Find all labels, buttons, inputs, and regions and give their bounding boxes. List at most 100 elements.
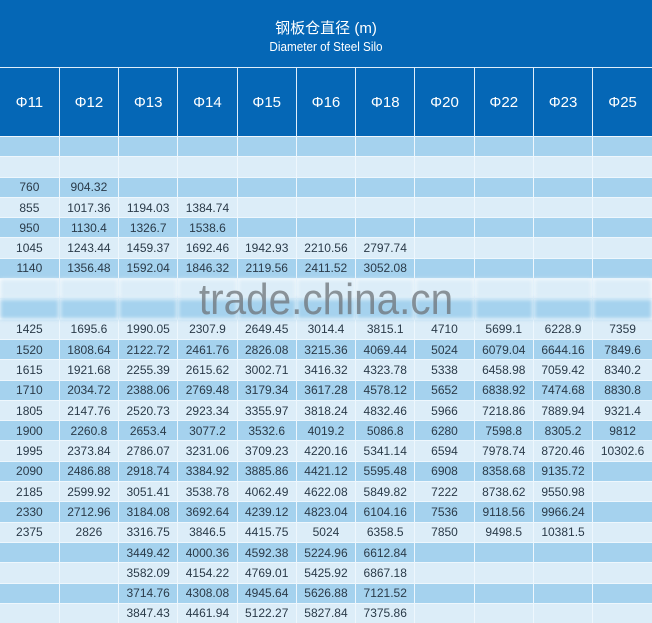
table-cell <box>58 562 119 584</box>
table-cell <box>592 602 652 623</box>
table-cell: 760 <box>0 176 60 198</box>
table-cell: 3052.08 <box>355 257 415 279</box>
table-row <box>0 135 652 157</box>
table-cell: 2090 <box>0 460 60 482</box>
table-cell: 7889.94 <box>532 399 593 421</box>
table-cell: 2520.73 <box>118 399 178 421</box>
table-cell <box>295 278 356 299</box>
table-cell <box>0 278 60 299</box>
table-cell: 8358.68 <box>473 460 534 482</box>
table-cell <box>355 176 415 198</box>
table-cell: 3002.71 <box>236 359 297 381</box>
column-header: Φ15 <box>236 67 297 137</box>
table-cell <box>414 196 475 218</box>
table-cell: 9321.4 <box>592 399 652 421</box>
table-cell: 6867.18 <box>355 562 415 584</box>
table-cell: 5699.1 <box>473 318 534 340</box>
table-cell <box>236 156 297 178</box>
table-cell <box>355 196 415 218</box>
table-cell <box>177 156 238 178</box>
table-cell <box>592 562 652 584</box>
table-cell: 5652 <box>414 379 475 401</box>
table-cell: 4308.08 <box>177 582 238 604</box>
table-cell <box>58 278 119 299</box>
table-cell: 4239.12 <box>236 501 297 523</box>
table-cell: 4769.01 <box>236 562 297 584</box>
table-cell <box>236 278 297 299</box>
table-cell <box>592 460 652 482</box>
table-cell: 10302.6 <box>592 440 652 462</box>
table-cell: 5626.88 <box>295 582 356 604</box>
column-header: Φ20 <box>414 67 475 137</box>
table-cell <box>0 135 60 157</box>
column-header: Φ13 <box>118 67 178 137</box>
table-cell: 6838.92 <box>473 379 534 401</box>
table-row: 3582.09 4154.22 4769.01 5425.92 6867.18 <box>0 562 652 584</box>
table-cell: 1846.32 <box>177 257 238 279</box>
table-cell: 2918.74 <box>118 460 178 482</box>
table-cell <box>592 501 652 523</box>
table-cell: 1995 <box>0 440 60 462</box>
table-cell: 2147.76 <box>58 399 119 421</box>
table-cell: 8720.46 <box>532 440 593 462</box>
table-cell <box>414 257 475 279</box>
table-cell <box>118 298 178 320</box>
table-cell: 4578.12 <box>355 379 415 401</box>
table-cell: 1017.36 <box>58 196 119 218</box>
table-cell: 5341.14 <box>355 440 415 462</box>
table-cell <box>592 257 652 279</box>
table-cell: 2307.9 <box>177 318 238 340</box>
table-cell: 7536 <box>414 501 475 523</box>
table-cell <box>295 156 356 178</box>
table-cell: 3014.4 <box>295 318 356 340</box>
table-cell <box>473 257 534 279</box>
table-cell: 7359 <box>592 318 652 340</box>
table-cell: 2260.8 <box>58 420 119 441</box>
table-cell <box>532 278 593 299</box>
table-cell <box>592 135 652 157</box>
table-cell <box>532 196 593 218</box>
table-cell <box>0 582 60 604</box>
table-cell <box>414 582 475 604</box>
table-cell: 7849.6 <box>592 338 652 360</box>
table-cell: 1900 <box>0 420 60 441</box>
table-cell: 3184.08 <box>118 501 178 523</box>
table-cell <box>532 257 593 279</box>
table-cell <box>532 176 593 198</box>
table-cell: 3449.42 <box>118 541 178 563</box>
table-row: 1805 2147.76 2520.73 2923.34 3355.97 3818.24 4… <box>0 399 652 421</box>
column-header: Φ12 <box>58 67 119 137</box>
table-row: 1900 2260.8 2653.4 3077.2 3532.6 4019.2 5086.8… <box>0 420 652 441</box>
table-cell: 9550.98 <box>532 481 593 502</box>
table-cell <box>592 156 652 178</box>
table-cell: 7474.68 <box>532 379 593 401</box>
table-cell: 2461.76 <box>177 338 238 360</box>
table-cell: 855 <box>0 196 60 218</box>
table-cell: 4622.08 <box>295 481 356 502</box>
table-cell: 1695.6 <box>58 318 119 340</box>
table-cell: 2599.92 <box>58 481 119 502</box>
table-cell <box>177 278 238 299</box>
table-cell: 3846.5 <box>177 521 238 543</box>
table-cell: 5122.27 <box>236 602 297 623</box>
table-row: 1615 1921.68 2255.39 2615.62 3002.71 3416.32 4… <box>0 359 652 381</box>
table-cell <box>295 217 356 238</box>
table-cell: 5425.92 <box>295 562 356 584</box>
table-cell: 8738.62 <box>473 481 534 502</box>
table-cell <box>414 135 475 157</box>
table-cell <box>414 176 475 198</box>
table-cell: 10381.5 <box>532 521 593 543</box>
table-cell: 5086.8 <box>355 420 415 441</box>
table-cell <box>473 582 534 604</box>
table-cell: 4154.22 <box>177 562 238 584</box>
table-cell <box>592 196 652 218</box>
table-cell: 2826 <box>58 521 119 543</box>
table-cell: 3847.43 <box>118 602 178 623</box>
table-cell <box>532 217 593 238</box>
table-cell: 4945.64 <box>236 582 297 604</box>
table-cell: 1243.44 <box>58 237 119 259</box>
table-cell <box>592 237 652 259</box>
table-cell: 3077.2 <box>177 420 238 441</box>
table-cell: 5595.48 <box>355 460 415 482</box>
table-cell: 9812 <box>592 420 652 441</box>
